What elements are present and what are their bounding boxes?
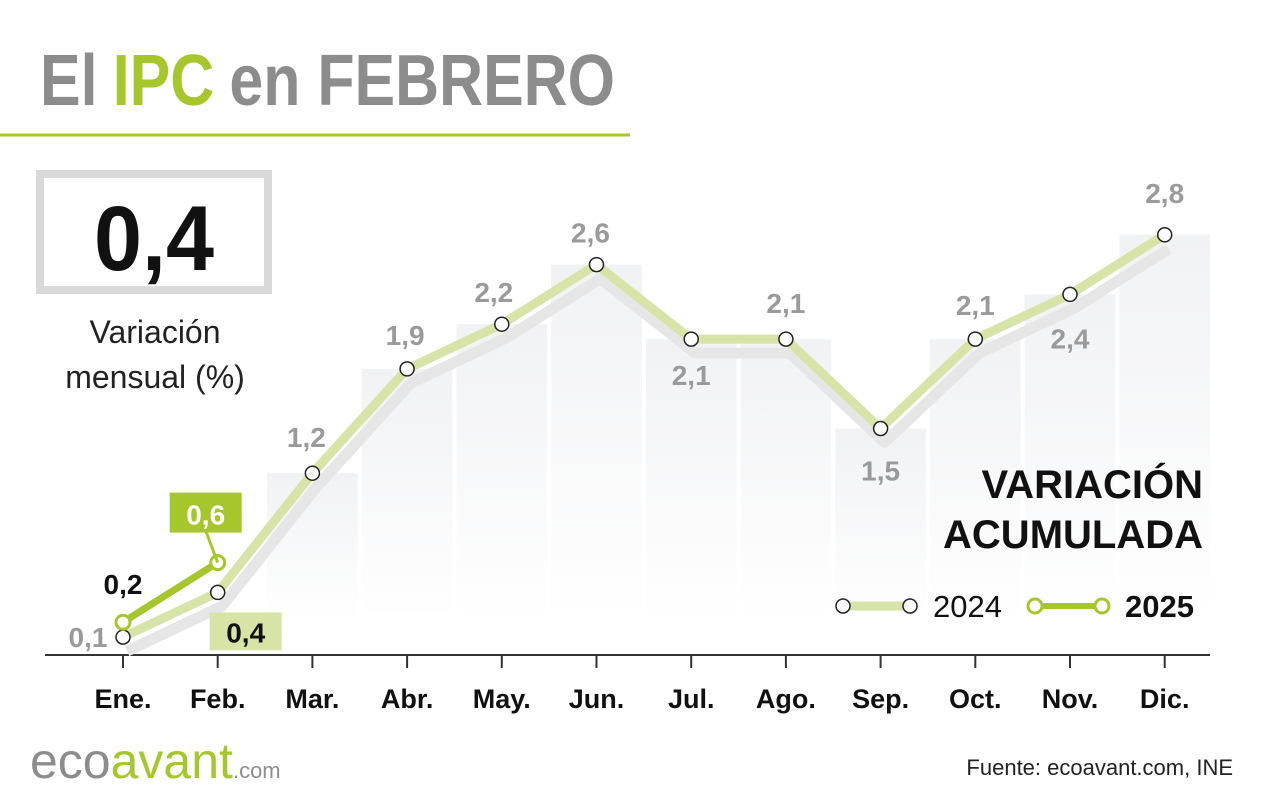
logo-part: eco: [30, 733, 111, 789]
data-label: 2,1: [672, 360, 711, 391]
legend-label: 2024: [933, 589, 1002, 624]
x-tick-label: Mar.: [285, 684, 339, 714]
caption-line: Variación: [89, 314, 220, 350]
point: [872, 420, 889, 437]
column-shade: [1024, 294, 1116, 620]
label-leader: [204, 530, 220, 564]
column-shade: [835, 428, 926, 620]
line-shadow: [124, 244, 1172, 657]
x-tick-label: Jun.: [569, 684, 625, 714]
series-line: [121, 559, 220, 626]
data-label: 2,4: [1051, 323, 1090, 354]
point: [115, 629, 131, 645]
column-shade: [456, 324, 548, 620]
point: [1156, 227, 1173, 243]
title-segment: El: [40, 41, 98, 121]
point: [399, 361, 415, 377]
point: [304, 465, 321, 481]
series-line: [121, 230, 1168, 642]
column-shade: [740, 339, 832, 620]
column-shade: [1119, 234, 1211, 621]
logo-part: .com: [233, 758, 281, 783]
x-tick-label: Dic.: [1140, 684, 1190, 714]
legend-marker: [835, 598, 851, 614]
point: [683, 331, 699, 347]
point: [967, 331, 984, 347]
legend-label: 2025: [1125, 589, 1194, 624]
point: [588, 256, 605, 273]
data-label: 0,2: [104, 569, 143, 600]
data-label: 0,4: [226, 617, 265, 648]
column-shade: [551, 264, 642, 620]
data-label: 2,1: [766, 288, 805, 319]
headline: 0,4: [94, 188, 214, 290]
caption-line: mensual (%): [65, 359, 245, 395]
data-label: 2,1: [956, 290, 995, 321]
data-label: 1,5: [861, 456, 900, 487]
point: [494, 316, 510, 332]
data-label: 0,1: [69, 622, 108, 653]
legend-marker: [1026, 597, 1044, 615]
legend-marker: [902, 598, 918, 614]
title: ElIPCen FEBRERO: [40, 41, 615, 121]
data-label: 1,9: [386, 320, 425, 351]
label-box: [209, 612, 282, 651]
x-tick-label: May.: [473, 684, 531, 714]
plot: Ene. Feb. Mar. Abr. May. Jun. Jul. Ago. Sep. Oct.…: [45, 178, 1211, 714]
x-tick-label: Feb.: [190, 684, 246, 714]
point: [209, 584, 226, 601]
headline-caption: Variación mensual (%): [65, 314, 245, 395]
column-shade: [645, 339, 737, 620]
point: [778, 331, 794, 347]
x-tick-label: Nov.: [1042, 684, 1099, 714]
title-segment: en FEBRERO: [229, 41, 615, 121]
legend-title: VARIACIÓN: [982, 461, 1203, 507]
x-tick-label: Oct.: [949, 684, 1002, 714]
column-shade: [361, 368, 453, 620]
x-tick-label: Sep.: [852, 684, 909, 714]
data-label: 2,2: [474, 277, 513, 308]
data-label: 1,2: [287, 422, 326, 453]
logo-part: avant: [111, 733, 233, 789]
x-tick-label: Jul.: [668, 684, 715, 714]
data-label: 0,6: [186, 500, 225, 531]
x-tick-label: Ago.: [756, 684, 816, 714]
title-segment: IPC: [113, 41, 214, 121]
legend-title: ACUMULADA: [943, 513, 1203, 557]
label-box: [169, 492, 242, 533]
data-label: 2,8: [1145, 178, 1184, 209]
point: [1062, 286, 1078, 303]
logo: ecoavant.com: [30, 733, 281, 789]
headline-box: [44, 178, 264, 286]
x-tick-label: Abr.: [381, 684, 434, 714]
source: Fuente: ecoavant.com, INE: [966, 755, 1233, 780]
legend-marker: [1093, 597, 1111, 615]
x-tick-label: Ene.: [94, 684, 151, 714]
point: [114, 613, 132, 631]
data-label: 2,6: [571, 218, 610, 249]
